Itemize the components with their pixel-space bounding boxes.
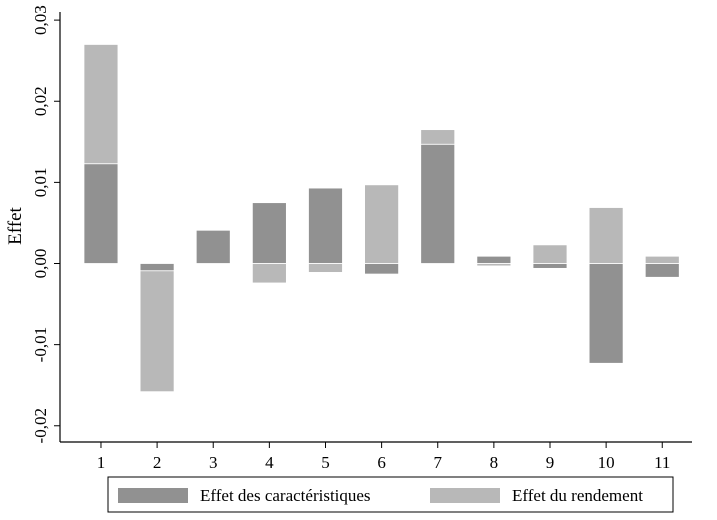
bar-returns-4	[251, 263, 287, 284]
bar-returns-6	[364, 184, 400, 264]
bar-returns-10	[588, 207, 624, 264]
bar-characteristics-5	[308, 187, 343, 264]
legend-label-returns: Effet du rendement	[512, 486, 643, 505]
bar-characteristics-11	[644, 263, 680, 278]
legend-swatch-characteristics	[118, 488, 188, 503]
bar-characteristics-3	[195, 229, 231, 264]
bar-characteristics-1	[83, 163, 119, 264]
x-tick-label: 4	[265, 453, 274, 472]
bar-returns-8	[476, 263, 512, 267]
bar-characteristics-7	[420, 143, 456, 264]
bar-returns-11	[644, 255, 680, 264]
legend-swatch-returns	[430, 488, 500, 503]
y-tick-label: -0,02	[31, 408, 50, 443]
legend: Effet des caractéristiques Effet du rend…	[107, 476, 674, 513]
bar-returns-2	[139, 270, 175, 393]
y-tick-label: 0,01	[31, 168, 50, 198]
axes: -0,02 -0,01 0,00 0,01 0,02 0,03 1 2 3 4 5 6 7 8 9 10 11	[31, 5, 692, 472]
x-tick-label: 11	[654, 453, 670, 472]
plot-area	[83, 44, 680, 393]
x-tick-label: 7	[433, 453, 442, 472]
y-tick-label: 0,00	[31, 249, 50, 279]
x-tick-label: 10	[598, 453, 615, 472]
bar-characteristics-9	[532, 263, 568, 269]
bar-characteristics-4	[251, 202, 287, 264]
x-tick-label: 8	[490, 453, 499, 472]
bar-characteristics-8	[476, 255, 512, 264]
y-axis-label: Effet	[5, 206, 26, 244]
bar-returns-7	[420, 129, 456, 145]
bar-returns-1	[83, 44, 119, 165]
bar-returns-5	[308, 263, 343, 273]
bar-returns-9	[532, 244, 568, 264]
y-tick-label: -0,01	[31, 327, 50, 362]
y-tick-label: 0,03	[31, 5, 50, 35]
x-tick-label: 5	[321, 453, 330, 472]
y-tick-label: 0,02	[31, 86, 50, 116]
x-tick-label: 3	[209, 453, 218, 472]
x-tick-label: 2	[153, 453, 162, 472]
bar-characteristics-2	[139, 263, 175, 272]
legend-label-characteristics: Effet des caractéristiques	[200, 486, 371, 505]
x-tick-label: 9	[546, 453, 555, 472]
x-tick-label: 6	[377, 453, 386, 472]
x-tick-label: 1	[97, 453, 106, 472]
bar-characteristics-10	[588, 263, 624, 364]
bar-characteristics-6	[364, 263, 400, 275]
legend-frame	[107, 476, 674, 513]
